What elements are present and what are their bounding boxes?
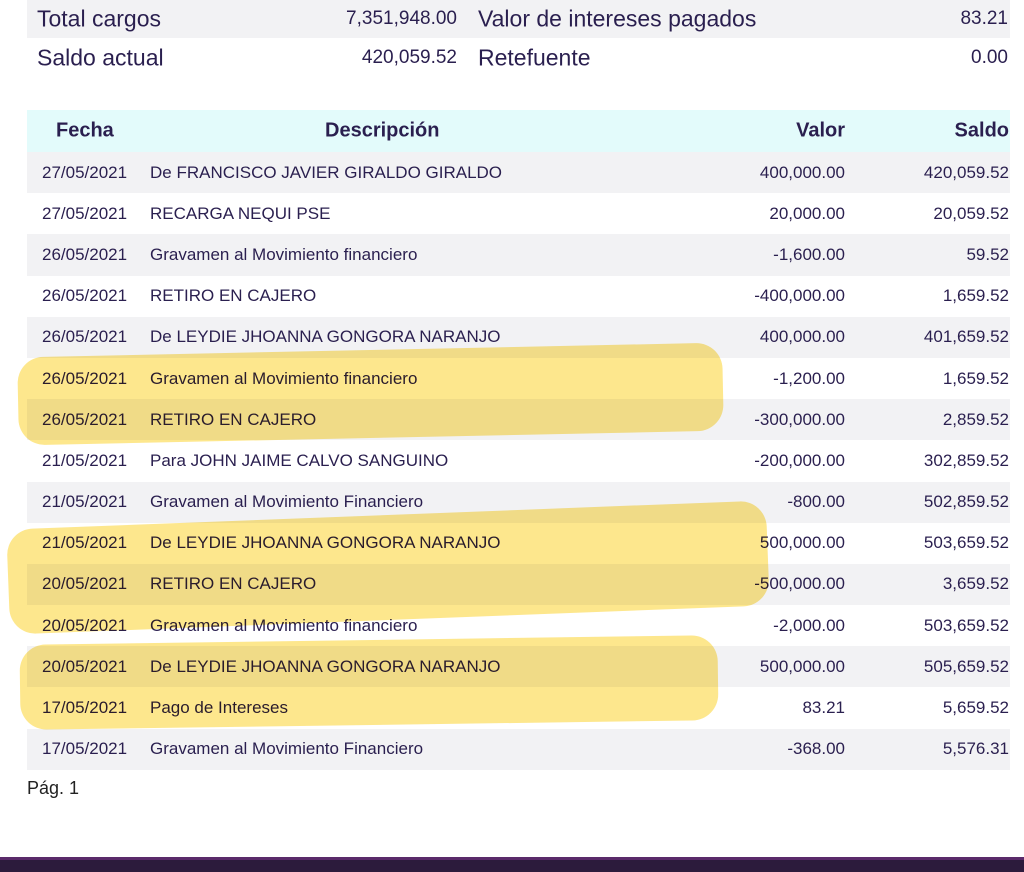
transactions-table: Fecha Descripción Valor Saldo 27/05/2021… — [27, 110, 1010, 770]
table-header: Fecha Descripción Valor Saldo — [27, 110, 1010, 152]
table-row: 27/05/2021 De FRANCISCO JAVIER GIRALDO G… — [27, 152, 1010, 194]
table-row: 21/05/2021 Gravamen al Movimiento Financ… — [27, 481, 1010, 523]
summary-value-total-cargos: 7,351,948.00 — [346, 8, 457, 29]
column-header-fecha: Fecha — [56, 119, 114, 142]
table-row: 21/05/2021 De LEYDIE JHOANNA GONGORA NAR… — [27, 523, 1010, 564]
summary-label-intereses: Valor de intereses pagados — [478, 5, 757, 32]
column-header-valor: Valor — [796, 119, 845, 142]
cell-descripcion: Pago de Intereses — [150, 698, 288, 718]
cell-fecha: 20/05/2021 — [42, 615, 128, 635]
cell-fecha: 20/05/2021 — [42, 656, 128, 676]
cell-valor: -1,200.00 — [773, 368, 845, 388]
cell-valor: -2,000.00 — [773, 615, 845, 635]
cell-saldo: 503,659.52 — [923, 615, 1009, 635]
table-row: 20/05/2021 RETIRO EN CAJERO -500,000.00 … — [27, 563, 1010, 606]
cell-fecha: 26/05/2021 — [42, 244, 128, 264]
cell-valor: 400,000.00 — [759, 327, 845, 347]
cell-fecha: 21/05/2021 — [42, 450, 128, 470]
cell-descripcion: Para JOHN JAIME CALVO SANGUINO — [150, 450, 449, 470]
cell-descripcion: De LEYDIE JHOANNA GONGORA NARANJO — [150, 533, 501, 553]
cell-descripcion: De LEYDIE JHOANNA GONGORA NARANJO — [150, 327, 501, 347]
cell-saldo: 20,059.52 — [933, 203, 1009, 223]
cell-saldo: 505,659.52 — [923, 656, 1009, 676]
cell-saldo: 401,659.52 — [923, 327, 1009, 347]
table-row: 21/05/2021 Para JOHN JAIME CALVO SANGUIN… — [27, 440, 1010, 481]
cell-saldo: 3,659.52 — [942, 574, 1009, 594]
table-row: 27/05/2021 RECARGA NEQUI PSE 20,000.00 2… — [27, 193, 1010, 234]
bottom-bar — [0, 857, 1024, 872]
summary-label-retefuente: Retefuente — [478, 44, 591, 71]
cell-saldo: 302,859.52 — [923, 450, 1009, 470]
cell-valor: -300,000.00 — [754, 409, 845, 429]
column-header-descripcion: Descripción — [325, 119, 440, 142]
column-header-saldo: Saldo — [954, 119, 1009, 142]
cell-valor: 500,000.00 — [759, 533, 845, 553]
cell-fecha: 26/05/2021 — [42, 409, 128, 429]
table-row: 26/05/2021 Gravamen al Movimiento financ… — [27, 234, 1010, 276]
account-summary: Total cargos 7,351,948.00 Valor de inter… — [27, 0, 1010, 78]
table-row: 26/05/2021 De LEYDIE JHOANNA GONGORA NAR… — [27, 316, 1010, 358]
cell-descripcion: Gravamen al Movimiento Financiero — [150, 739, 424, 759]
summary-row: Total cargos 7,351,948.00 Valor de inter… — [27, 0, 1010, 38]
page-number: Pág. 1 — [27, 778, 80, 798]
cell-fecha: 26/05/2021 — [42, 368, 128, 388]
cell-saldo: 420,059.52 — [923, 162, 1009, 182]
summary-label-saldo-actual: Saldo actual — [37, 44, 164, 71]
cell-fecha: 27/05/2021 — [42, 162, 128, 182]
cell-descripcion: RECARGA NEQUI PSE — [150, 203, 331, 223]
cell-valor: -500,000.00 — [754, 574, 845, 594]
cell-fecha: 21/05/2021 — [42, 492, 128, 512]
summary-value-saldo-actual: 420,059.52 — [361, 47, 457, 68]
table-row: 17/05/2021 Pago de Intereses 83.21 5,659… — [27, 687, 1010, 728]
cell-valor: -1,600.00 — [773, 244, 845, 264]
cell-descripcion: Gravamen al Movimiento financiero — [150, 368, 418, 388]
cell-descripcion: De FRANCISCO JAVIER GIRALDO GIRALDO — [150, 162, 503, 182]
cell-saldo: 5,576.31 — [942, 739, 1009, 759]
cell-valor: -368.00 — [787, 739, 845, 759]
cell-saldo: 59.52 — [966, 244, 1009, 264]
cell-descripcion: De LEYDIE JHOANNA GONGORA NARANJO — [150, 656, 501, 676]
cell-fecha: 27/05/2021 — [42, 203, 128, 223]
summary-row: Saldo actual 420,059.52 Retefuente 0.00 — [27, 38, 1010, 78]
cell-descripcion: RETIRO EN CAJERO — [150, 409, 317, 429]
cell-saldo: 1,659.52 — [942, 368, 1009, 388]
cell-fecha: 26/05/2021 — [42, 286, 128, 306]
cell-valor: -200,000.00 — [754, 450, 845, 470]
cell-descripcion: Gravamen al Movimiento financiero — [150, 244, 418, 264]
table-row: 20/05/2021 Gravamen al Movimiento financ… — [27, 605, 1010, 646]
cell-descripcion: RETIRO EN CAJERO — [150, 574, 317, 594]
summary-label-total-cargos: Total cargos — [37, 5, 162, 32]
cell-fecha: 21/05/2021 — [42, 533, 128, 553]
table-row: 26/05/2021 Gravamen al Movimiento financ… — [27, 358, 1010, 399]
table-row: 26/05/2021 RETIRO EN CAJERO -400,000.00 … — [27, 276, 1010, 317]
cell-descripcion: Gravamen al Movimiento Financiero — [150, 492, 424, 512]
summary-value-retefuente: 0.00 — [971, 47, 1008, 68]
cell-fecha: 17/05/2021 — [42, 698, 128, 718]
cell-valor: 20,000.00 — [769, 203, 845, 223]
cell-descripcion: RETIRO EN CAJERO — [150, 286, 317, 306]
cell-fecha: 20/05/2021 — [42, 574, 128, 594]
cell-saldo: 2,859.52 — [942, 409, 1009, 429]
summary-value-intereses: 83.21 — [960, 8, 1008, 29]
cell-valor: 500,000.00 — [759, 656, 845, 676]
cell-fecha: 17/05/2021 — [42, 739, 128, 759]
cell-saldo: 502,859.52 — [923, 492, 1009, 512]
cell-valor: 400,000.00 — [759, 162, 845, 182]
cell-valor: -800.00 — [787, 492, 845, 512]
cell-descripcion: Gravamen al Movimiento financiero — [150, 615, 418, 635]
cell-saldo: 5,659.52 — [942, 698, 1009, 718]
cell-saldo: 1,659.52 — [942, 286, 1009, 306]
cell-valor: 83.21 — [802, 698, 845, 718]
cell-valor: -400,000.00 — [754, 286, 845, 306]
table-row: 20/05/2021 De LEYDIE JHOANNA GONGORA NAR… — [27, 646, 1010, 688]
table-row: 17/05/2021 Gravamen al Movimiento Financ… — [27, 728, 1010, 770]
table-row: 26/05/2021 RETIRO EN CAJERO -300,000.00 … — [27, 399, 1010, 441]
cell-saldo: 503,659.52 — [923, 533, 1009, 553]
cell-fecha: 26/05/2021 — [42, 327, 128, 347]
